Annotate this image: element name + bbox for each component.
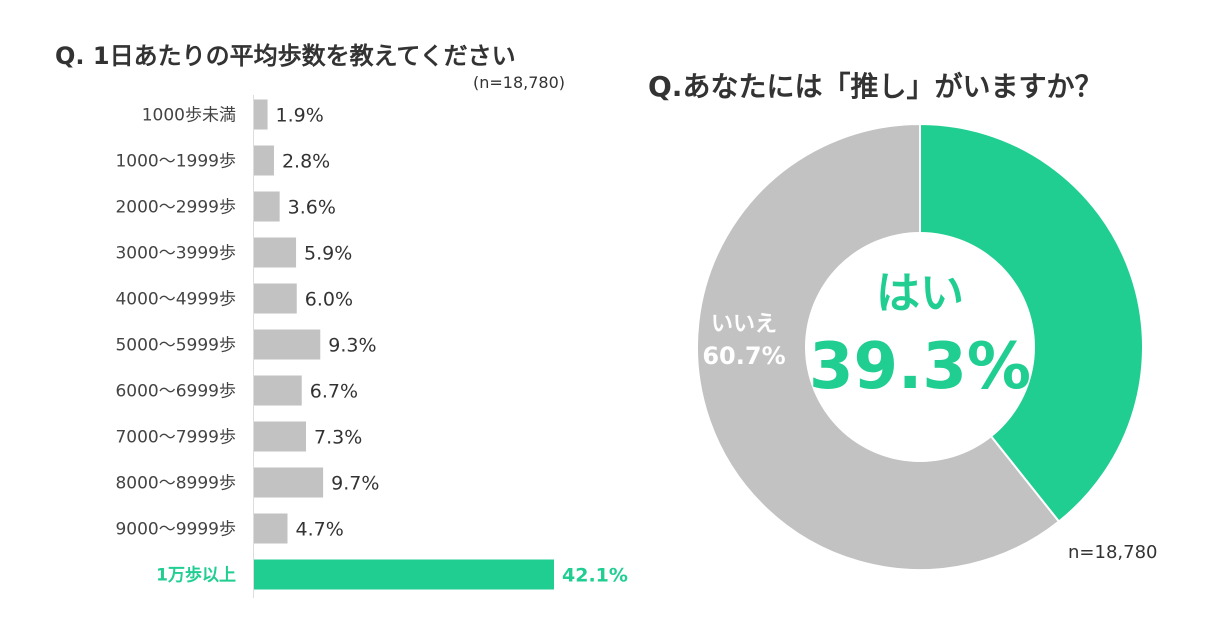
category-label: 9000〜9999歩 [115, 520, 236, 540]
bar [254, 99, 268, 130]
donut-chart-title: Q.あなたには「推し」がいますか？ [648, 70, 1102, 103]
bar [254, 237, 297, 268]
bar-chart-title: Q. 1日あたりの平均歩数を教えてください [55, 42, 516, 70]
bar [254, 145, 274, 176]
category-label: 2000〜2999歩 [115, 198, 236, 218]
category-label: 6000〜6999歩 [115, 382, 236, 402]
bar-series: 1000歩未満 1.9% 1000〜1999歩 2.8% 2000〜2999歩 3.6% 3… [115, 99, 628, 590]
yes-slice-name: はい [876, 268, 964, 319]
data-label: 3.6% [288, 197, 336, 219]
category-label: 1000歩未満 [142, 106, 236, 126]
donut-chart-sample-size: n=18,780 [1068, 542, 1157, 563]
data-label: 9.3% [328, 335, 376, 357]
bar [254, 467, 324, 498]
no-slice-value: 60.7% [702, 342, 785, 370]
data-label: 5.9% [304, 243, 352, 265]
data-label: 4.7% [295, 519, 343, 541]
bar [254, 513, 288, 544]
bar-chart: Q. 1日あたりの平均歩数を教えてください (n=18,780) 1000歩未満… [55, 42, 628, 598]
category-label: 3000〜3999歩 [115, 244, 236, 264]
data-label: 42.1% [562, 565, 628, 587]
data-label: 6.7% [310, 381, 358, 403]
bar [254, 559, 554, 590]
data-label: 2.8% [282, 151, 330, 173]
no-slice-name: いいえ [711, 312, 777, 337]
data-label: 7.3% [314, 427, 362, 449]
bar [254, 283, 297, 314]
category-label: 1万歩以上 [156, 565, 236, 586]
category-label: 8000〜8999歩 [115, 474, 236, 494]
bar [254, 191, 280, 222]
bar [254, 421, 307, 452]
data-label: 9.7% [331, 473, 379, 495]
category-label: 1000〜1999歩 [115, 152, 236, 172]
data-label: 6.0% [305, 289, 353, 311]
category-label: 7000〜7999歩 [115, 428, 236, 448]
bar [254, 375, 302, 406]
category-label: 4000〜4999歩 [115, 290, 236, 310]
bar-chart-sample-size: (n=18,780) [473, 73, 565, 92]
donut-hole [805, 232, 1035, 462]
yes-slice-value: 39.3% [809, 330, 1031, 404]
donut-chart: Q.あなたには「推し」がいますか？ はい 39.3% いいえ 60.7% n=1… [648, 70, 1157, 571]
data-label: 1.9% [276, 105, 324, 127]
category-label: 5000〜5999歩 [115, 336, 236, 356]
bar [254, 329, 321, 360]
